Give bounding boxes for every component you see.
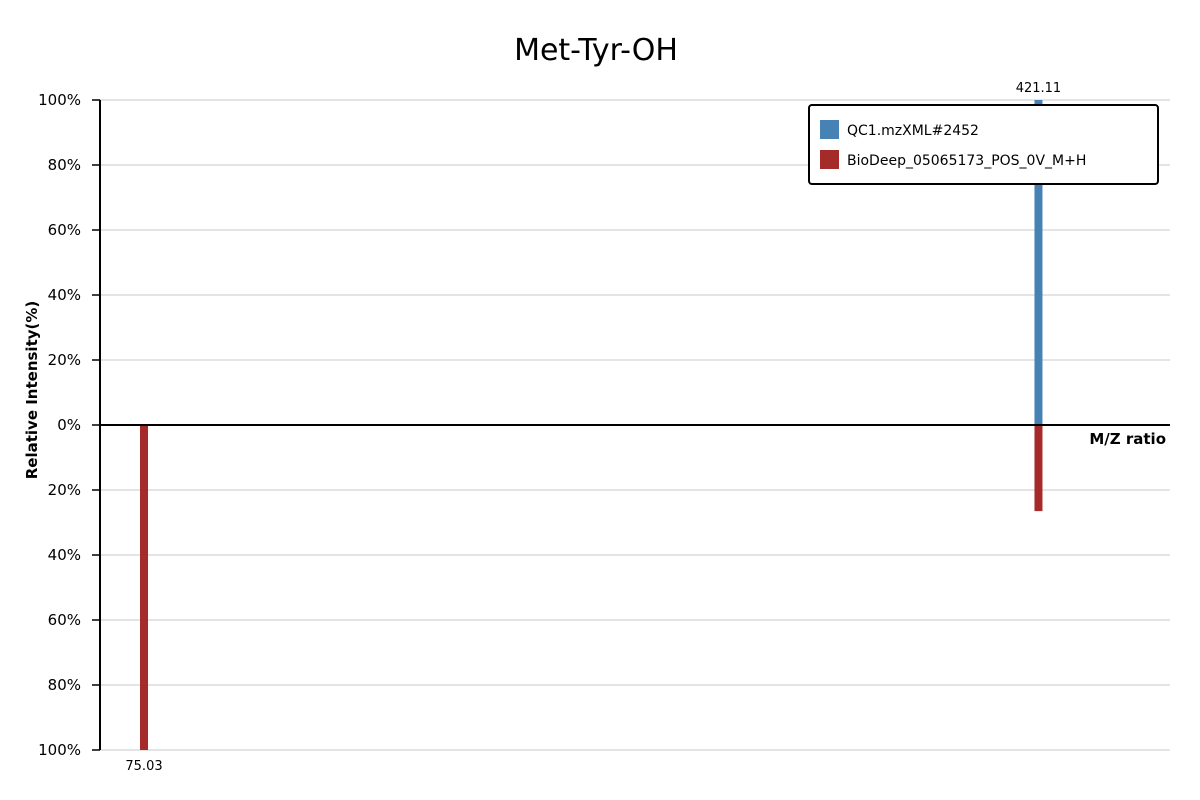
legend-swatch — [820, 150, 839, 169]
y-tick-label: 80% — [48, 156, 81, 174]
y-tick-label: 60% — [48, 611, 81, 629]
y-ticks: 100% 80% 60% 40% 20% 0% 20% 40% 60% 80% 100% — [38, 91, 100, 759]
peak-labels: 421.11 75.03 — [125, 81, 1061, 774]
y-tick-label: 40% — [48, 286, 81, 304]
grid-lines — [100, 99, 1170, 751]
y-tick-label: 60% — [48, 221, 81, 239]
y-tick-label: 20% — [48, 351, 81, 369]
y-tick-label: 100% — [38, 91, 81, 109]
y-tick-label: 40% — [48, 546, 81, 564]
peak-bars — [140, 100, 1043, 750]
x-axis-label: M/Z ratio — [1089, 430, 1166, 448]
y-tick-label: 100% — [38, 741, 81, 759]
legend: QC1.mzXML#2452 BioDeep_05065173_POS_0V_M+… — [808, 104, 1159, 185]
y-tick-label: 80% — [48, 676, 81, 694]
axes — [99, 100, 1170, 750]
y-axis-label: Relative Intensity(%) — [23, 301, 41, 480]
peak-bar — [1034, 100, 1043, 425]
peak-label: 75.03 — [125, 759, 162, 774]
peak-bar — [1034, 425, 1043, 512]
legend-label: BioDeep_05065173_POS_0V_M+H — [847, 153, 1086, 169]
legend-box — [808, 104, 1159, 185]
y-tick-label: 0% — [57, 416, 81, 434]
y-tick-label: 20% — [48, 481, 81, 499]
legend-swatch — [820, 120, 839, 139]
peak-label: 421.11 — [1016, 81, 1062, 96]
chart-title: Met-Tyr-OH — [514, 33, 678, 68]
legend-label: QC1.mzXML#2452 — [847, 123, 979, 139]
peak-bar — [140, 425, 149, 750]
